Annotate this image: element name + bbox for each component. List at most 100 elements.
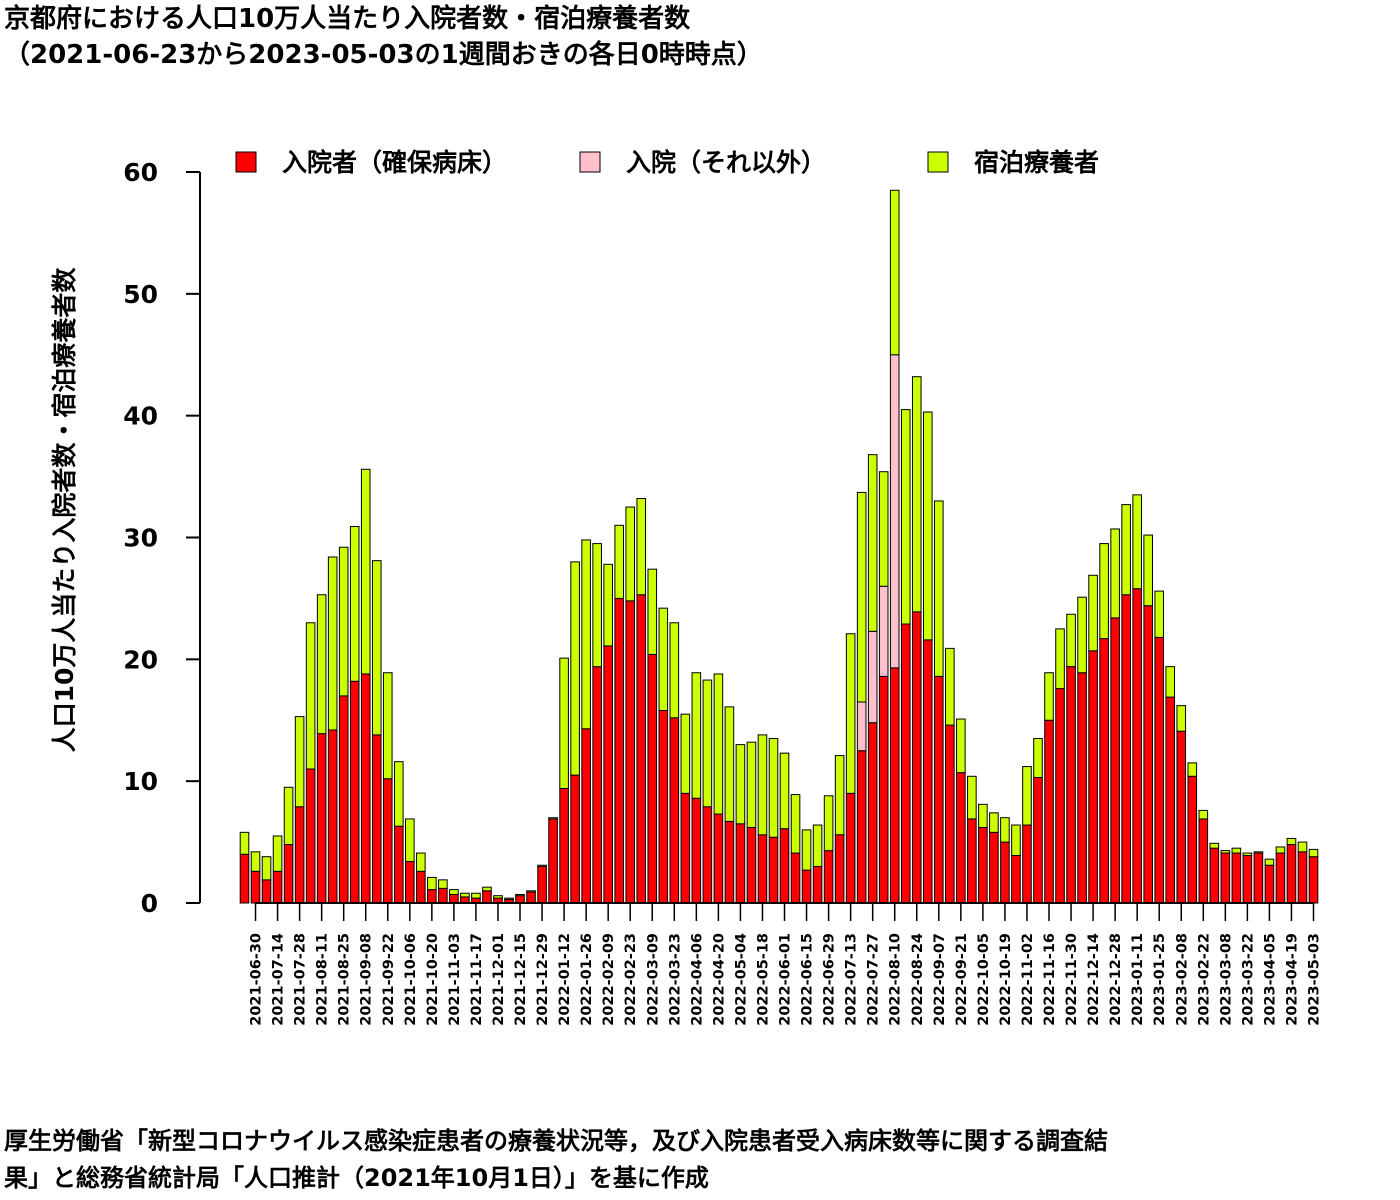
bar-segment-secured [327, 729, 338, 904]
bar-segment-hotel [713, 673, 724, 815]
bar-segment-hotel [471, 892, 481, 899]
bar-segment-hotel [1231, 847, 1242, 854]
x-tick-label: 2023-02-08 [1174, 933, 1190, 1026]
x-axis: 2021-06-30 2021-07-14 2021-07-28 2021-08-11… [249, 902, 1323, 1026]
bar-segment-secured [570, 774, 580, 904]
bar-segment-secured [371, 734, 382, 904]
legend-label: 入院（それ以外） [626, 148, 826, 177]
bar-segment-secured [438, 887, 448, 904]
x-tick-label: 2021-06-30 [249, 933, 265, 1026]
bar-segment-hotel [801, 829, 812, 871]
bar-segment-hotel [559, 657, 569, 789]
bar-segment-hotel [878, 471, 889, 587]
bar-segment-secured [1198, 818, 1209, 904]
bar-segment-hotel [1209, 842, 1220, 849]
bar-segment-secured [581, 728, 591, 904]
chart-area: 入院者（確保病床） 入院（それ以外） 宿泊療養者 人口10万人当たり入院者数・宿泊療… [50, 148, 1323, 1026]
source-note-line2: 果」と総務省統計局「人口推計（2021年10月1日）」を基に作成 [4, 1164, 709, 1192]
bar-segment-hotel [922, 411, 933, 641]
x-tick-label: 2023-01-11 [1130, 933, 1146, 1026]
bar-segment-hotel [548, 817, 558, 820]
bar-segment-hotel [889, 189, 900, 356]
bar-segment-hotel [680, 713, 691, 794]
bar-segment-secured [1154, 636, 1165, 904]
bar-segment-secured [878, 675, 889, 904]
bar-segment-hotel [405, 818, 415, 863]
bar-segment-secured [1209, 847, 1220, 904]
legend: 入院者（確保病床） 入院（それ以外） 宿泊療養者 [235, 148, 1099, 177]
bar-segment-hotel [1286, 837, 1297, 846]
bar-segment-secured [1044, 719, 1054, 904]
bar-segment-hotel [636, 498, 647, 596]
bar-segment-hotel [790, 794, 801, 854]
bar-segment-secured [382, 778, 393, 904]
bar-segment-secured [625, 600, 636, 904]
bar-segment-secured [922, 639, 933, 904]
bar-segment-secured [1165, 696, 1176, 904]
bar-segment-secured [834, 834, 845, 904]
bar-segment-hotel [1077, 596, 1087, 674]
bar-segment-secured [812, 865, 823, 904]
x-tick-label: 2022-11-16 [1042, 933, 1058, 1026]
bar-segment-secured [1231, 852, 1242, 904]
bar-segment-secured [1286, 844, 1297, 904]
bar-segment-hotel [669, 622, 680, 719]
bar-segment-hotel [537, 864, 547, 867]
bar-segment-secured [1099, 638, 1109, 904]
bar-segment-secured [669, 717, 680, 904]
bar-segment-secured [1110, 617, 1120, 904]
bar-segment-secured [647, 653, 658, 904]
x-tick-label: 2022-05-04 [733, 933, 749, 1026]
x-tick-label: 2021-09-22 [381, 933, 397, 1026]
legend-swatch-other [579, 151, 601, 173]
bar-segment-hotel [658, 607, 669, 711]
y-axis-label: 人口10万人当たり入院者数・宿泊療養者数 [50, 267, 79, 753]
bar-segment-secured [1033, 777, 1043, 904]
bar-segment-hotel [1198, 809, 1209, 820]
bar-segment-hotel [867, 454, 878, 632]
bar-segment-secured [360, 673, 371, 904]
bar-segment-secured [272, 870, 283, 904]
x-tick-label: 2023-04-05 [1262, 933, 1278, 1026]
bar-segment-secured [680, 792, 691, 904]
bar-segment-secured [537, 865, 547, 904]
bar-segment-secured [305, 768, 316, 904]
x-tick-label: 2022-03-23 [667, 933, 683, 1026]
bar-segment-hotel [250, 851, 261, 872]
x-tick-label: 2021-11-17 [469, 933, 485, 1026]
bar-segment-hotel [393, 761, 404, 827]
bar-segment-secured [801, 869, 812, 904]
x-tick-label: 2022-06-15 [800, 933, 816, 1026]
bar-segment-secured [967, 818, 977, 904]
bar-segment-hotel [1044, 672, 1054, 721]
bar-segment-secured [294, 806, 305, 904]
bar-segment-hotel [1022, 766, 1032, 826]
bar-segment-hotel [1242, 852, 1253, 856]
bar-segment-hotel [1055, 628, 1065, 690]
bar-segment-other [889, 354, 900, 669]
bar-segment-hotel [592, 543, 602, 668]
bar-segment-hotel [1066, 613, 1076, 668]
bar-segment-hotel [735, 744, 746, 825]
x-tick-label: 2022-08-24 [910, 933, 926, 1026]
bar-segment-secured [1132, 588, 1142, 904]
bar-segment-hotel [1154, 590, 1165, 638]
bar-segment-hotel [1143, 534, 1153, 607]
x-tick-label: 2023-04-19 [1285, 933, 1301, 1026]
bar-segment-hotel [1308, 848, 1319, 858]
bar-segment-hotel [1297, 841, 1308, 853]
x-tick-label: 2021-12-29 [535, 933, 551, 1026]
bar-segment-hotel [956, 718, 966, 774]
legend-label: 宿泊療養者 [974, 148, 1099, 177]
bar-segment-secured [779, 828, 790, 904]
bar-segment-hotel [338, 546, 349, 697]
x-tick-label: 2022-08-10 [888, 933, 904, 1026]
bar-segment-secured [900, 623, 911, 904]
bar-segment-hotel [515, 893, 525, 897]
bar-segment-secured [261, 879, 272, 904]
bar-segment-secured [1220, 852, 1231, 904]
x-tick-label: 2023-03-08 [1218, 933, 1234, 1026]
bar-segment-hotel [360, 468, 371, 675]
bar-segment-hotel [283, 786, 294, 846]
bar-segment-secured [592, 666, 602, 904]
